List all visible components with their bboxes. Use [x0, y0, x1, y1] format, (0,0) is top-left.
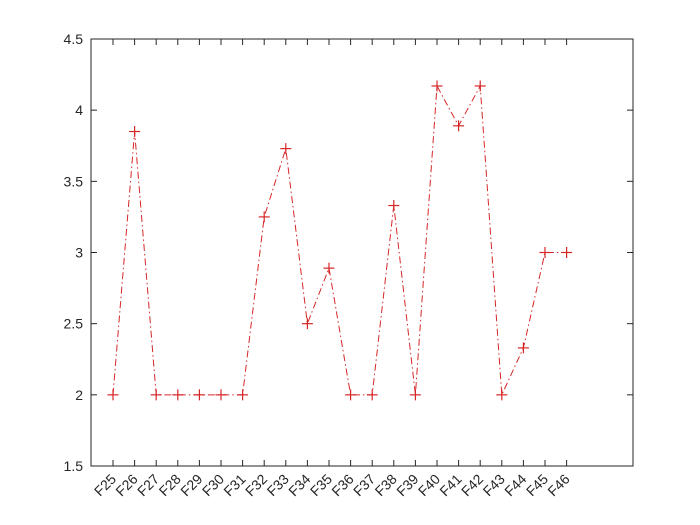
y-tick-label: 4.5	[64, 31, 84, 47]
y-tick-label: 2.5	[64, 316, 84, 332]
data-point	[193, 389, 205, 401]
data-point	[474, 80, 486, 92]
data-point	[301, 318, 313, 330]
data-point	[561, 247, 573, 258]
data-point	[388, 200, 400, 212]
y-axis-ticks: 1.5 2 2.5 3 3.5 4 4.5	[64, 31, 633, 474]
data-point	[539, 247, 551, 258]
y-tick-label: 3	[75, 245, 83, 261]
data-point	[453, 120, 465, 132]
data-point	[280, 143, 292, 155]
series-line	[112, 84, 567, 396]
data-point	[150, 389, 162, 401]
data-point	[366, 389, 378, 401]
data-point	[323, 262, 335, 274]
data-point	[107, 389, 119, 401]
y-tick-label: 4	[75, 102, 83, 118]
x-tick-label: F46	[544, 471, 573, 500]
data-point	[215, 389, 227, 401]
data-point	[345, 389, 357, 401]
data-point	[258, 211, 270, 223]
data-point	[496, 389, 508, 401]
data-point	[409, 389, 421, 401]
data-point	[431, 80, 443, 92]
data-point	[517, 342, 529, 354]
y-tick-label: 3.5	[64, 173, 84, 189]
data-point	[129, 126, 141, 138]
data-point	[237, 389, 249, 401]
y-tick-label: 1.5	[64, 458, 84, 474]
series-group	[107, 80, 573, 401]
data-point	[172, 389, 184, 401]
y-tick-label: 2	[75, 387, 83, 403]
